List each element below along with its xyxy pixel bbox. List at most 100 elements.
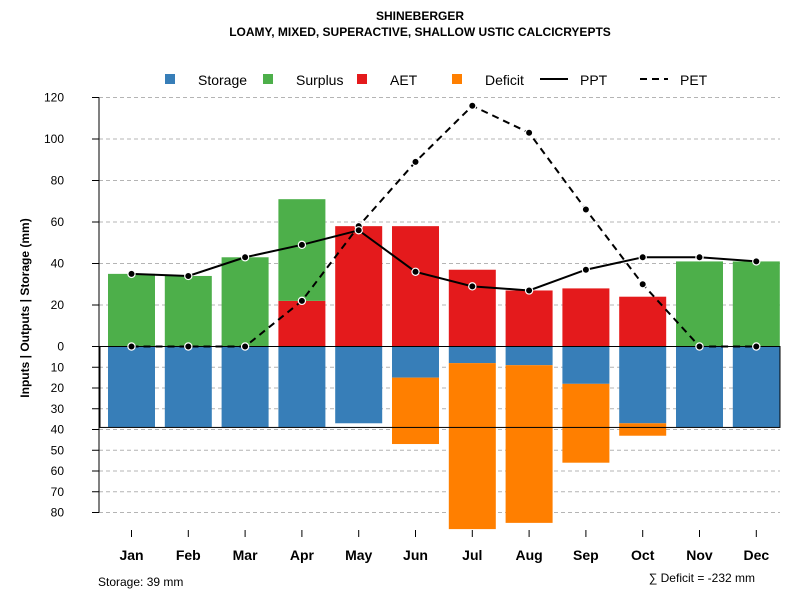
y-tick-label: 120 [44,91,64,105]
pet-line-point [752,342,761,351]
storage-bar [392,346,439,378]
surplus-bar [676,261,723,347]
y-tick-label: 60 [51,464,65,478]
y-tick-label: 20 [51,381,65,395]
x-tick-label: Jun [403,547,428,563]
x-tick-label: Feb [176,547,201,563]
legend-label: Deficit [485,72,524,88]
y-tick-label: 40 [51,423,65,437]
storage-footnote: Storage: 39 mm [98,575,183,589]
legend-swatch [165,74,175,84]
legend-label: PET [680,72,708,88]
y-tick-label: 0 [57,340,64,354]
legend-swatch [357,74,367,84]
y-axis-label: Inputs | Outputs | Storage (mm) [18,218,32,397]
legend-label: Storage [198,72,247,88]
ppt-line-point [354,226,363,235]
ppt-line-point [581,265,591,274]
y-tick-label: 10 [51,360,65,374]
x-tick-label: Nov [686,547,713,563]
pet-line-point [184,342,193,351]
deficit-bar [392,377,439,445]
storage-capacity-box [99,346,781,428]
x-tick-label: Jul [462,547,482,563]
storage-bar [108,346,155,428]
legend-label: PPT [580,72,608,88]
y-tick-label: 80 [51,506,65,520]
surplus-bar [732,261,780,347]
aet-bar [278,300,326,347]
storage-bar [676,346,723,428]
aet-bar [505,290,553,347]
storage-bar [278,346,326,428]
deficit-sum-footnote: ∑ Deficit = -232 mm [649,571,755,585]
ppt-line-point [184,271,193,281]
deficit-bar [505,365,553,523]
storage-bar [562,346,610,384]
y-tick-label: 60 [51,215,65,229]
x-tick-label: May [345,547,372,563]
x-tick-label: Jan [119,547,143,563]
storage-bar [505,346,553,366]
aet-bar [562,288,610,347]
y-tick-label: 80 [51,174,65,188]
legend-swatch [452,74,462,84]
ppt-line-point [127,269,136,279]
storage-bar [448,346,496,364]
pet-line [131,104,757,348]
y-tick-label: 100 [44,132,64,146]
deficit-bar [448,363,496,530]
x-tick-label: Aug [515,547,542,563]
deficit-bar [619,423,667,436]
surplus-bar [278,199,326,301]
legend-label: AET [390,72,418,88]
chart-title: SHINEBERGER [376,9,464,23]
x-tick-label: Mar [233,547,258,563]
y-tick-label: 70 [51,485,65,499]
y-tick-label: 50 [51,443,65,457]
pet-line-point [468,101,477,111]
storage-bar [164,346,212,428]
x-tick-label: Apr [290,547,315,563]
chart-subtitle: LOAMY, MIXED, SUPERACTIVE, SHALLOW USTIC… [229,25,611,39]
aet-bar [335,226,383,347]
ppt-line-point [468,282,477,291]
ppt-line-point [240,253,250,262]
y-tick-label: 20 [51,298,65,312]
lines-layer [127,101,761,351]
aet-bar [619,296,667,347]
bars-layer [99,199,781,530]
y-tick-label: 30 [51,402,65,416]
surplus-bar [164,275,212,347]
axis-layer: 0 20 40 60 80 100 120 10 20 30 40 50 60 70 80 Jan Feb Mar… [44,91,769,564]
legend-swatch [263,74,273,84]
x-tick-label: Oct [631,547,655,563]
ppt-line-point [638,253,647,262]
y-tick-label: 40 [51,257,65,271]
deficit-bar [562,383,610,463]
surplus-bar [108,273,155,347]
pet-line-point [240,342,250,351]
x-tick-label: Sep [573,547,599,563]
ppt-line-point [297,240,307,250]
ppt-line-point [752,257,761,266]
pet-line-point [127,342,136,351]
storage-bar [732,346,780,428]
aet-bar [392,226,439,347]
surplus-bar [221,257,269,347]
pet-line-point [297,296,307,306]
pet-line-point [524,128,534,137]
pet-line-point [638,280,647,289]
ppt-line [131,229,757,292]
storage-bar [335,346,383,424]
grid-layer [99,97,780,513]
legend-label: Surplus [296,72,343,88]
pet-line-point [695,342,704,351]
legend: Storage Surplus AET Deficit PPT PET [165,72,708,88]
x-tick-label: Dec [743,547,769,563]
storage-bar [619,346,667,424]
ppt-line-point [695,253,704,262]
ppt-line-point [524,286,534,295]
